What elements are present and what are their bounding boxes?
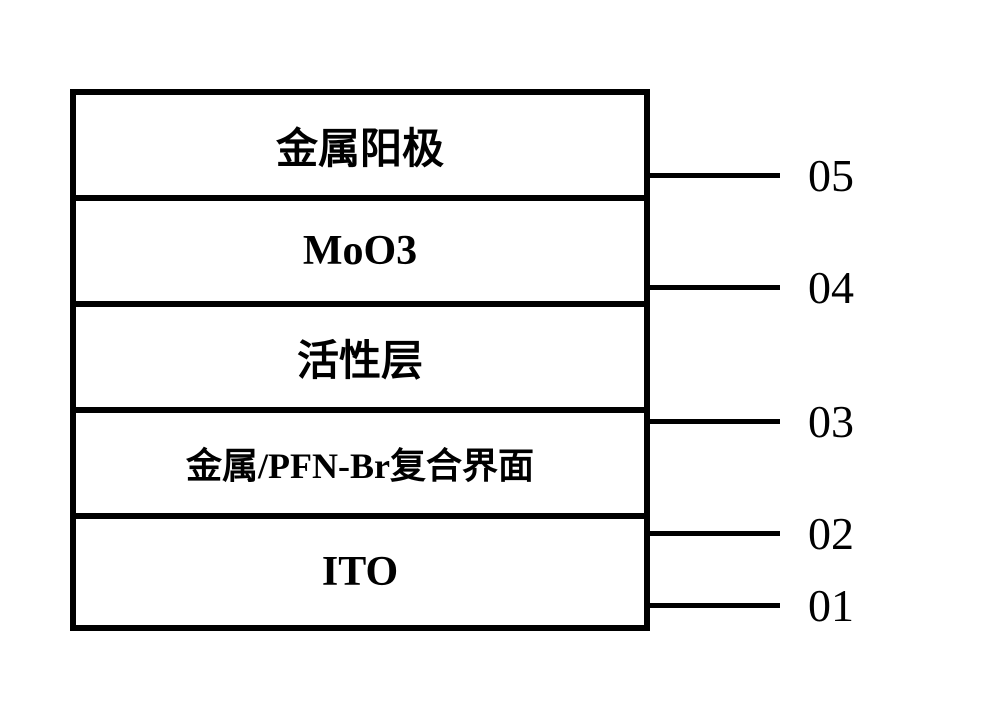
layer-text: ITO xyxy=(322,548,398,596)
connector-line xyxy=(650,173,780,178)
layer-stack-diagram: 金属阳极 MoO3 活性层 金属/PFN-Br复合界面 ITO 05 04 03 xyxy=(70,89,930,631)
label-row: 02 xyxy=(650,507,854,560)
layer-anode: 金属阳极 xyxy=(76,95,644,201)
connector-line xyxy=(650,419,780,424)
layer-text: 金属阳极 xyxy=(276,115,444,176)
connector-line xyxy=(650,603,780,608)
layer-text: 活性层 xyxy=(297,327,423,388)
layer-stack: 金属阳极 MoO3 活性层 金属/PFN-Br复合界面 ITO xyxy=(70,89,650,631)
label-number: 05 xyxy=(808,149,854,202)
connector-line xyxy=(650,285,780,290)
label-row: 03 xyxy=(650,395,854,448)
connector-line xyxy=(650,531,780,536)
label-number: 04 xyxy=(808,261,854,314)
layer-text: 金属/PFN-Br复合界面 xyxy=(186,437,534,489)
layer-active: 活性层 xyxy=(76,307,644,413)
layer-composite-interface: 金属/PFN-Br复合界面 xyxy=(76,413,644,519)
label-row: 01 xyxy=(650,579,854,632)
layer-moo3: MoO3 xyxy=(76,201,644,307)
label-number: 01 xyxy=(808,579,854,632)
label-row: 05 xyxy=(650,149,854,202)
layer-text: MoO3 xyxy=(303,227,417,275)
label-number: 03 xyxy=(808,395,854,448)
label-number: 02 xyxy=(808,507,854,560)
layer-ito: ITO xyxy=(76,519,644,625)
label-row: 04 xyxy=(650,261,854,314)
